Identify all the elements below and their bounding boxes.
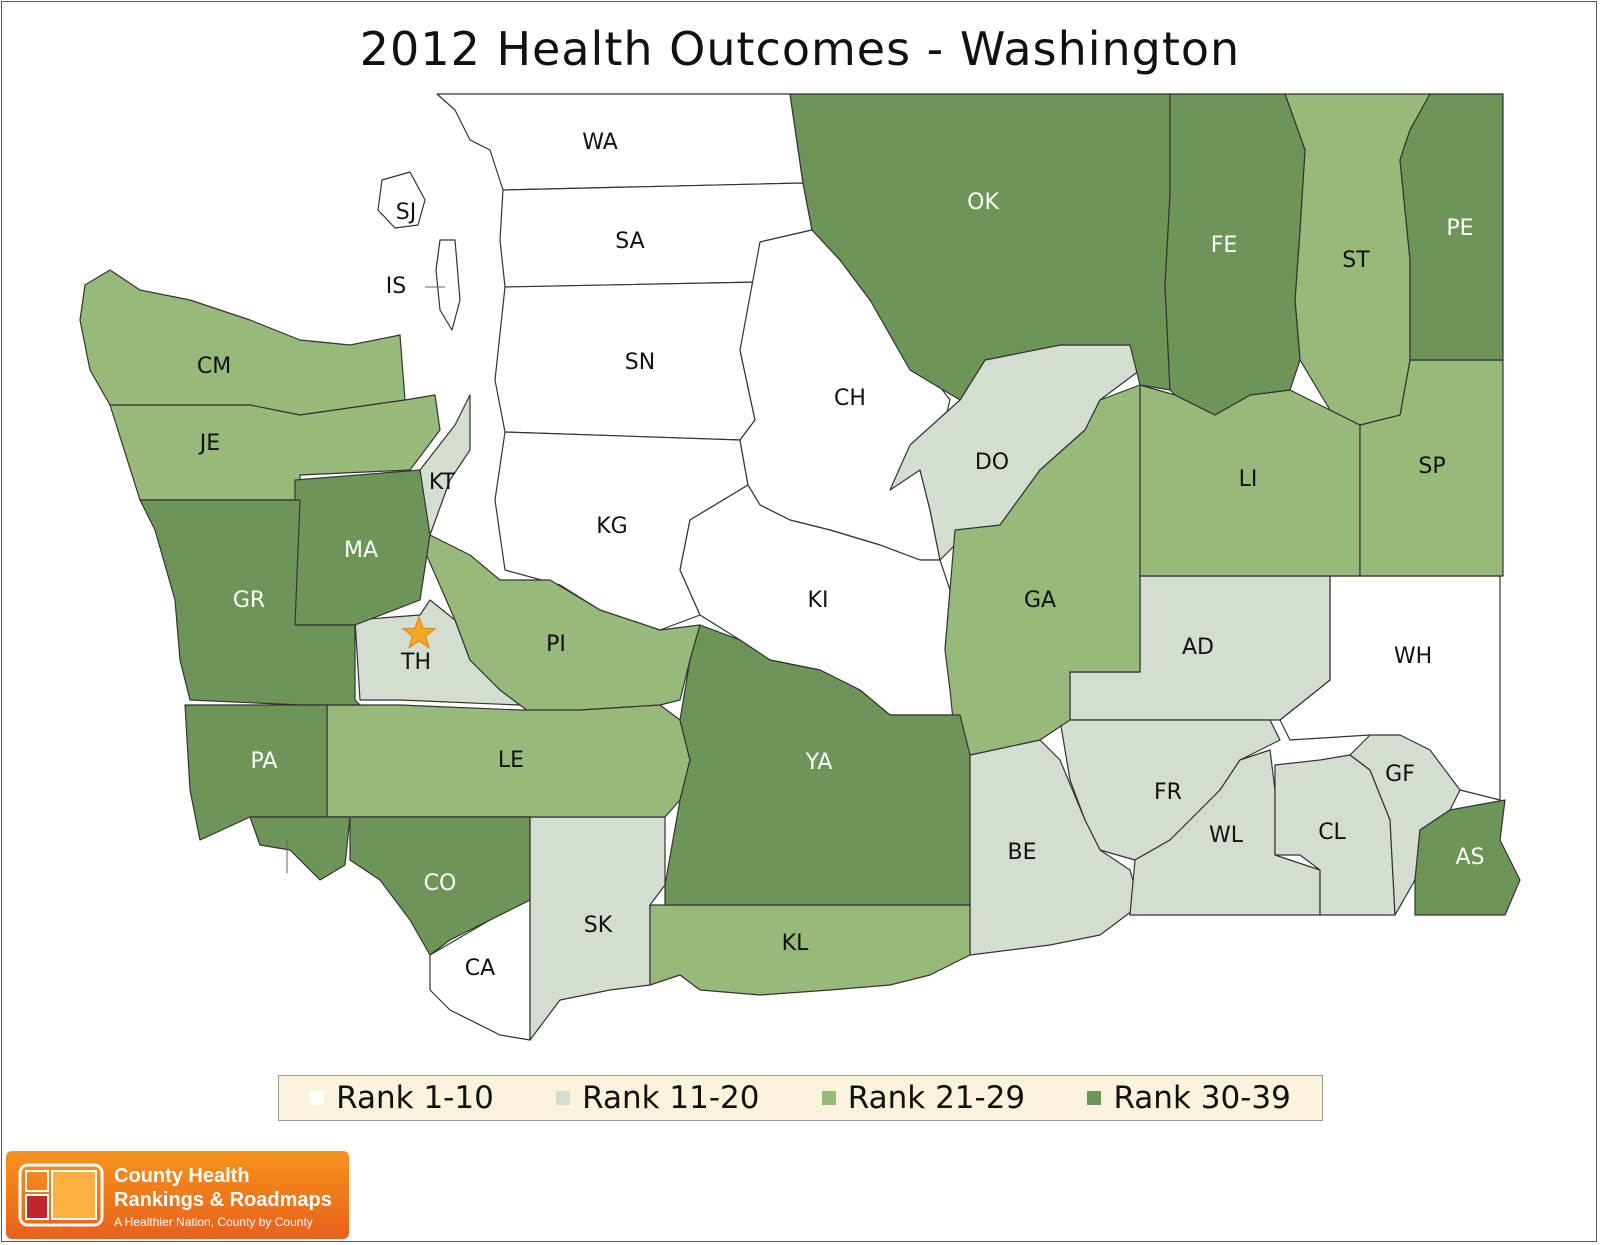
county-label-sk: SK <box>584 913 613 938</box>
county-label-ki: KI <box>808 588 829 613</box>
legend-swatch <box>310 1091 325 1105</box>
legend-swatch <box>821 1091 836 1105</box>
county-label-ga: GA <box>1024 588 1056 613</box>
logo-title-line-2: Rankings & Roadmaps <box>114 1189 332 1211</box>
legend-swatch <box>556 1091 571 1105</box>
county-label-is: IS <box>386 274 406 299</box>
county-label-wl: WL <box>1209 823 1244 848</box>
county-label-ya: YA <box>805 750 833 775</box>
county-label-pa: PA <box>251 749 278 774</box>
county-label-li: LI <box>1239 467 1258 492</box>
county-label-fe: FE <box>1211 233 1238 258</box>
county-label-kt: KT <box>429 470 456 495</box>
county-cm[interactable] <box>79 269 406 416</box>
county-le[interactable] <box>326 704 691 818</box>
county-label-ma: MA <box>344 538 378 563</box>
county-label-wh: WH <box>1394 644 1432 669</box>
legend-swatch <box>1087 1091 1102 1105</box>
legend-label: Rank 30-39 <box>1113 1080 1291 1116</box>
county-kl[interactable] <box>649 904 971 996</box>
county-label-th: TH <box>400 650 431 675</box>
county-label-co: CO <box>424 871 457 896</box>
county-ya[interactable] <box>664 624 971 906</box>
county-label-pi: PI <box>546 632 566 657</box>
county-label-pe: PE <box>1446 216 1473 241</box>
county-health-rankings-logo[interactable]: County Health Rankings & Roadmaps A Heal… <box>6 1151 349 1239</box>
county-label-ok: OK <box>967 190 999 215</box>
county-label-sn: SN <box>625 350 655 375</box>
county-label-sp: SP <box>1418 454 1445 479</box>
county-label-cm: CM <box>197 354 231 379</box>
county-label-kg: KG <box>596 514 627 539</box>
legend-item-rank-21-29: Rank 21-29 <box>821 1080 1026 1116</box>
county-label-st: ST <box>1342 248 1370 273</box>
county-label-sa: SA <box>615 229 644 254</box>
county-label-as: AS <box>1455 845 1484 870</box>
county-gr[interactable] <box>139 499 361 706</box>
legend-label: Rank 21-29 <box>847 1080 1026 1116</box>
county-label-be: BE <box>1008 840 1037 865</box>
county-pe[interactable] <box>1399 93 1504 361</box>
county-label-je: JE <box>198 431 220 456</box>
county-label-ca: CA <box>465 956 495 981</box>
county-label-ch: CH <box>834 386 866 411</box>
county-label-do: DO <box>975 450 1009 475</box>
county-be[interactable] <box>969 739 1141 956</box>
logo-title-line-1: County Health <box>114 1165 250 1187</box>
county-label-sj: SJ <box>396 200 416 225</box>
legend-label: Rank 1-10 <box>336 1080 494 1116</box>
county-is[interactable] <box>435 239 461 331</box>
county-label-ad: AD <box>1182 635 1214 660</box>
county-label-gf: GF <box>1385 762 1415 787</box>
logo-tagline: A Healthier Nation, County by County <box>114 1215 313 1229</box>
legend-item-rank-1-10: Rank 1-10 <box>310 1080 494 1116</box>
county-label-wk: WK <box>269 873 306 898</box>
legend-item-rank-30-39: Rank 30-39 <box>1087 1080 1291 1116</box>
county-label-fr: FR <box>1154 780 1182 805</box>
legend-item-rank-11-20: Rank 11-20 <box>556 1080 759 1116</box>
county-label-cl: CL <box>1318 820 1346 845</box>
county-wl[interactable] <box>1129 749 1321 916</box>
county-sj[interactable] <box>377 171 426 229</box>
county-wk[interactable] <box>249 816 351 881</box>
county-label-wa: WA <box>582 130 618 155</box>
county-co[interactable] <box>349 816 531 956</box>
county-label-le: LE <box>498 748 524 773</box>
county-ga[interactable] <box>944 384 1141 756</box>
logo-mark-icon <box>18 1163 104 1227</box>
county-as[interactable] <box>1414 799 1521 916</box>
county-wa[interactable] <box>436 93 804 191</box>
map-legend: Rank 1-10 Rank 11-20 Rank 21-29 Rank 30-… <box>278 1075 1323 1121</box>
legend-label: Rank 11-20 <box>582 1080 760 1116</box>
county-pi[interactable] <box>419 534 701 721</box>
star-icon <box>401 615 437 649</box>
county-fe[interactable] <box>1164 93 1306 416</box>
county-label-gr: GR <box>233 588 265 613</box>
county-label-kl: KL <box>782 931 809 956</box>
map-title: 2012 Health Outcomes - Washington <box>359 22 1241 76</box>
